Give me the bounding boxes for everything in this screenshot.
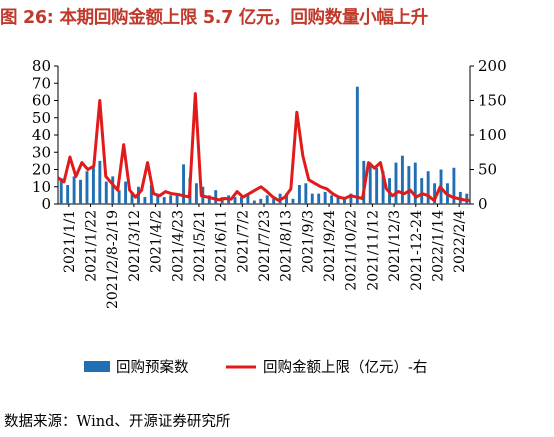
bar-mark xyxy=(79,179,82,204)
bar-mark xyxy=(285,193,288,204)
left-y-tick-label: 50 xyxy=(32,109,51,127)
bar-mark xyxy=(304,183,308,204)
left-y-tick-label: 80 xyxy=(32,57,51,75)
x-tick-label: 2021/12/3 xyxy=(387,210,403,282)
bar-mark xyxy=(400,155,404,204)
bar-mark xyxy=(330,195,334,204)
bar-mark xyxy=(143,197,147,204)
bar-mark xyxy=(246,193,250,204)
legend-bar-label: 回购预案数 xyxy=(116,358,189,376)
line-series xyxy=(57,92,471,203)
bar-mark xyxy=(117,190,121,204)
right-y-tick-label: 200 xyxy=(478,57,507,75)
bar-mark xyxy=(124,181,128,204)
bar-mark xyxy=(336,195,340,204)
x-tick-label: 2021-12-24 xyxy=(409,210,425,291)
x-tick-label: 2021/2/8-2/19 xyxy=(105,210,121,309)
figure-title-text: 本期回购金额上限 5.7 亿元，回购数量小幅上升 xyxy=(59,8,428,28)
left-y-tick-label: 60 xyxy=(32,92,51,110)
bar-mark xyxy=(162,197,166,204)
chart-area: 0 10 20 30 40 50 60 70 80 0 50 100 150 200 2021/1/1 202… xyxy=(0,46,554,386)
x-tick-label: 2021/10/22 xyxy=(344,210,360,291)
bar-mark xyxy=(149,185,153,204)
x-tick-label: 2021/4/2 xyxy=(149,210,165,273)
bar-mark xyxy=(394,162,398,204)
bar-mark xyxy=(156,195,160,204)
bar-mark xyxy=(130,191,134,204)
bar-mark xyxy=(323,191,327,204)
bar-mark xyxy=(252,200,256,204)
figure-title: 图 26: 本期回购金额上限 5.7 亿元，回购数量小幅上升 xyxy=(0,4,554,30)
bar-mark xyxy=(175,195,179,204)
bar-mark xyxy=(194,183,198,204)
bar-mark xyxy=(407,166,411,204)
bar-mark xyxy=(343,198,346,204)
right-y-tick-label: 100 xyxy=(478,126,507,144)
bar-mark xyxy=(104,181,108,204)
bar-mark xyxy=(452,167,456,204)
left-y-tick-label: 0 xyxy=(41,195,51,213)
x-tick-label: 2021/3/12 xyxy=(127,210,143,282)
bar-mark xyxy=(59,178,63,204)
bar-mark xyxy=(207,195,211,204)
bar-mark xyxy=(291,198,295,204)
bar-mark xyxy=(66,185,70,204)
bar-mark xyxy=(182,164,185,204)
x-tick-label: 2021/5/21 xyxy=(192,210,208,282)
x-tick-label: 2021/9/24 xyxy=(322,210,338,282)
bar-mark xyxy=(72,176,76,204)
bar-mark xyxy=(381,171,385,204)
bar-mark xyxy=(317,193,321,204)
x-tick-label: 2022/2/4 xyxy=(452,210,468,273)
bar-mark xyxy=(169,195,173,204)
bar-mark xyxy=(433,183,437,204)
figure-label: 图 26: xyxy=(0,8,54,28)
right-y-tick-label: 150 xyxy=(478,92,507,110)
x-tick-label: 2022/1/14 xyxy=(430,210,446,282)
x-tick-label: 2021/1/22 xyxy=(84,210,100,282)
bar-mark xyxy=(355,86,359,204)
x-tick-label: 2021/7/23 xyxy=(257,210,273,282)
bar-mark xyxy=(214,190,218,204)
left-y-tick-label: 20 xyxy=(32,161,51,179)
bar-mark xyxy=(272,198,276,204)
bar-mark xyxy=(349,193,353,204)
bar-mark xyxy=(265,195,269,204)
left-y-tick-label: 70 xyxy=(32,74,51,92)
legend-bar-swatch xyxy=(84,361,110,372)
bar-mark xyxy=(426,171,430,204)
bar-mark xyxy=(420,178,424,204)
legend-line-label: 回购金额上限（亿元）-右 xyxy=(263,359,427,376)
x-tick-label: 2021/8/13 xyxy=(279,210,295,282)
right-y-tick-label: 0 xyxy=(478,195,488,213)
left-y-tick-label: 10 xyxy=(32,178,51,196)
x-tick-label: 2021/1/1 xyxy=(62,210,78,273)
bar-mark xyxy=(85,171,89,204)
bar-mark xyxy=(375,167,379,204)
left-y-tick-label: 40 xyxy=(32,126,51,144)
bar-mark xyxy=(310,193,314,204)
bar-mark xyxy=(91,166,95,204)
bar-mark xyxy=(259,198,263,204)
bar-mark xyxy=(240,197,243,204)
right-y-tick-label: 50 xyxy=(478,161,497,179)
x-tick-label: 2021/7/2 xyxy=(235,210,251,273)
bar-mark xyxy=(233,197,237,204)
bar-mark xyxy=(368,162,372,204)
x-tick-label: 2021/4/23 xyxy=(170,210,186,282)
x-tick-label: 2021/6/11 xyxy=(214,210,230,282)
bar-mark xyxy=(111,176,115,204)
left-y-tick-label: 30 xyxy=(32,143,51,161)
bar-mark xyxy=(98,160,102,204)
source-note: 数据来源：Wind、开源证券研究所 xyxy=(4,414,231,430)
x-tick-label: 2021/9/3 xyxy=(300,210,316,273)
x-tick-label: 2021/11/12 xyxy=(365,210,381,291)
bar-mark xyxy=(297,185,301,204)
bar-mark xyxy=(413,162,417,204)
